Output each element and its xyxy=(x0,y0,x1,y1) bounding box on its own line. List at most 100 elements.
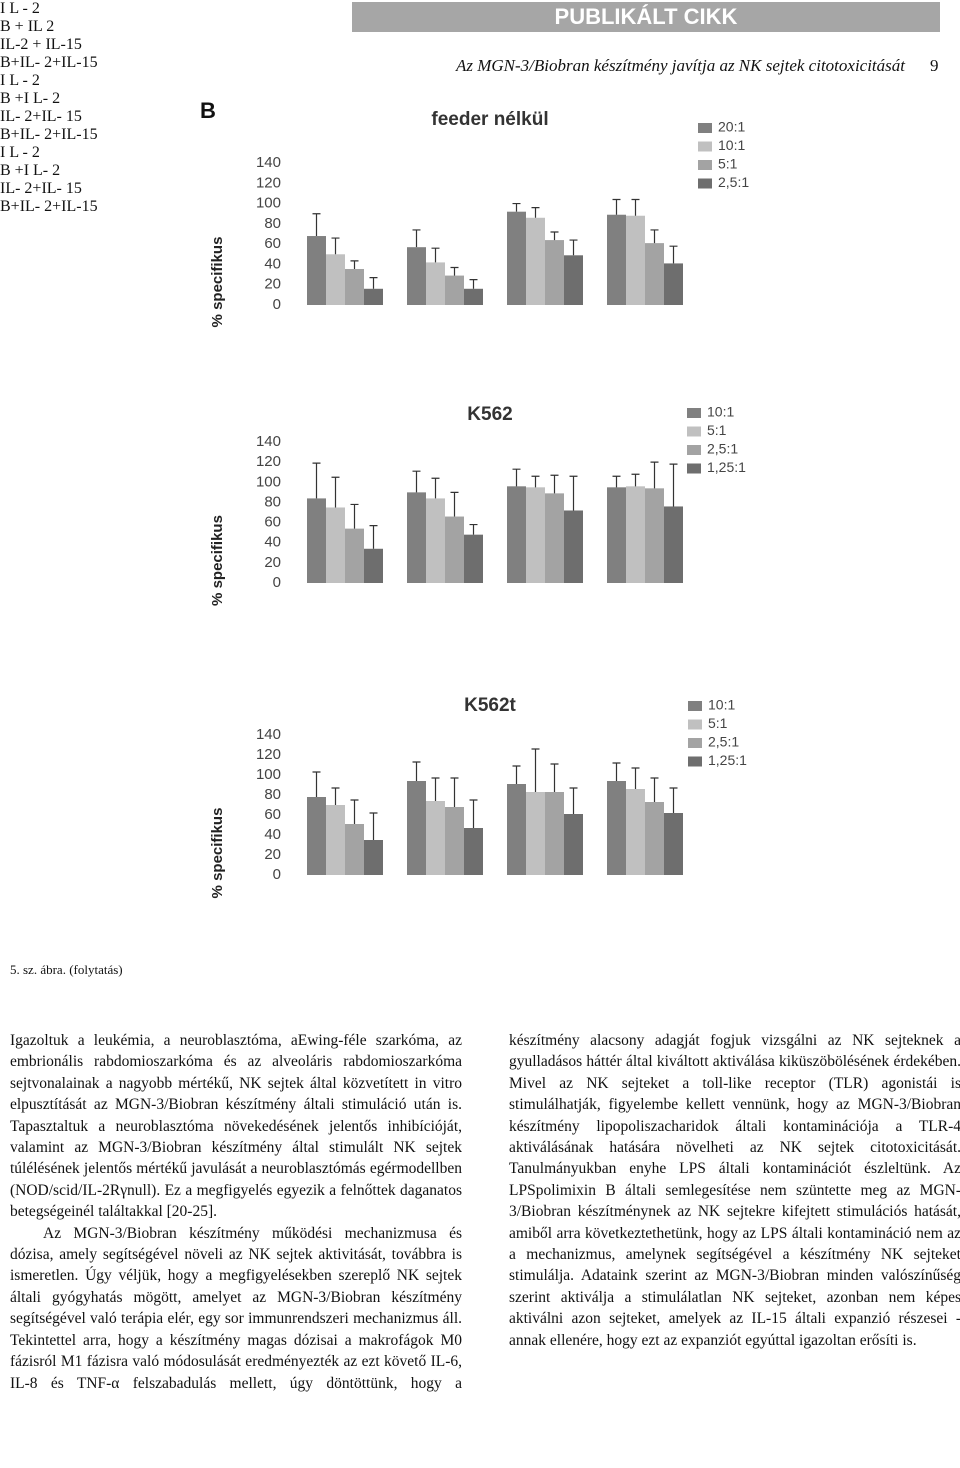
bar xyxy=(664,263,683,305)
error-bar xyxy=(450,491,459,517)
legend-label: 5:1 xyxy=(708,715,728,731)
bar xyxy=(545,792,564,875)
error-bar xyxy=(350,260,359,269)
error-bar xyxy=(431,247,440,263)
legend-label: 5:1 xyxy=(718,156,738,172)
banner: PUBLIKÁLT CIKK xyxy=(352,2,940,32)
y-tick-label: 100 xyxy=(256,195,281,212)
error-bar xyxy=(350,503,359,529)
y-tick-label: 80 xyxy=(264,493,281,510)
y-tick-label: 20 xyxy=(264,276,281,293)
bar xyxy=(426,262,445,305)
bar xyxy=(564,814,583,875)
error-bar xyxy=(412,229,421,248)
legend-label: 20:1 xyxy=(718,119,745,135)
x-tick-label: B+IL- 2+IL-15 xyxy=(0,126,98,143)
error-bar xyxy=(450,266,459,276)
error-bar xyxy=(531,748,540,792)
bar xyxy=(564,510,583,583)
y-tick-label: 80 xyxy=(264,215,281,232)
error-bar xyxy=(512,468,521,487)
error-bar xyxy=(669,463,678,507)
error-bar xyxy=(369,812,378,840)
bar xyxy=(407,781,426,875)
legend-swatch xyxy=(688,756,702,767)
y-tick-label: 140 xyxy=(256,154,281,171)
bar xyxy=(464,828,483,875)
y-tick-label: 80 xyxy=(264,786,281,803)
charts: feeder nélkül % specifikus 0 20 40 60 80 100 120… xyxy=(209,109,749,899)
y-tick-label: 40 xyxy=(264,826,281,843)
bar xyxy=(645,488,664,583)
x-tick-label: I L - 2 xyxy=(0,72,40,89)
error-bar xyxy=(469,279,478,289)
error-bar xyxy=(612,198,621,215)
legend-swatch xyxy=(688,701,702,711)
error-bar xyxy=(469,799,478,828)
error-bar xyxy=(550,763,559,792)
y-tick-label: 20 xyxy=(264,846,281,863)
legend-swatch xyxy=(698,160,712,170)
y-tick-label: 120 xyxy=(256,453,281,470)
error-bar xyxy=(631,473,640,487)
error-bar xyxy=(650,777,659,802)
legend-label: 2,5:1 xyxy=(718,174,749,190)
bar xyxy=(307,498,326,583)
bar xyxy=(307,236,326,305)
bar xyxy=(464,288,483,305)
legend-label: 10:1 xyxy=(708,697,735,713)
error-bar xyxy=(412,761,421,781)
y-tick-label: 120 xyxy=(256,746,281,763)
error-bar xyxy=(669,245,678,264)
y-axis-label: % specifikus xyxy=(209,515,226,606)
bar xyxy=(345,268,364,305)
error-bar xyxy=(650,229,659,244)
chart-title: K562 xyxy=(467,404,512,425)
error-bar xyxy=(312,462,321,499)
bar xyxy=(645,802,664,875)
bar xyxy=(664,506,683,583)
legend-label: 1,25:1 xyxy=(708,752,747,768)
y-axis-label: % specifikus xyxy=(209,808,226,899)
chart-title: feeder nélkül xyxy=(431,109,548,130)
bar xyxy=(445,275,464,305)
page-number: 9 xyxy=(930,56,939,75)
bar xyxy=(326,507,345,583)
y-tick-label: 100 xyxy=(256,473,281,490)
error-bar xyxy=(331,476,340,508)
bar xyxy=(526,792,545,875)
x-tick-label: I L - 2 xyxy=(0,144,40,161)
bar xyxy=(407,492,426,583)
bar xyxy=(326,254,345,305)
bar xyxy=(626,486,645,583)
error-bar xyxy=(512,765,521,784)
error-bar xyxy=(350,799,359,824)
paragraph: Igazoltuk a leukémia, a neuroblasztóma, … xyxy=(10,1032,462,1221)
error-bar xyxy=(312,771,321,797)
error-bar xyxy=(469,523,478,535)
y-tick-label: 60 xyxy=(264,806,281,823)
x-tick-label: IL-2 + IL-15 xyxy=(0,36,82,53)
error-bar xyxy=(569,475,578,511)
bar xyxy=(564,255,583,305)
x-tick-label: B +I L- 2 xyxy=(0,90,61,107)
legend-swatch xyxy=(698,123,712,133)
chart-title: K562t xyxy=(464,695,516,716)
bar xyxy=(607,781,626,875)
x-tick-label: B+IL- 2+IL-15 xyxy=(0,198,98,215)
error-bar xyxy=(531,207,540,218)
error-bar xyxy=(650,461,659,489)
x-tick-label: B+IL- 2+IL-15 xyxy=(0,54,98,71)
bar xyxy=(445,516,464,583)
error-bar xyxy=(550,474,559,494)
error-bar xyxy=(331,787,340,805)
x-tick-label: IL- 2+IL- 15 xyxy=(0,180,82,197)
running-title: Az MGN-3/Biobran készítmény javítja az N… xyxy=(455,56,905,75)
bar xyxy=(426,498,445,583)
bar xyxy=(526,487,545,583)
bar xyxy=(464,534,483,583)
bar xyxy=(645,243,664,305)
y-tick-label: 60 xyxy=(264,514,281,531)
